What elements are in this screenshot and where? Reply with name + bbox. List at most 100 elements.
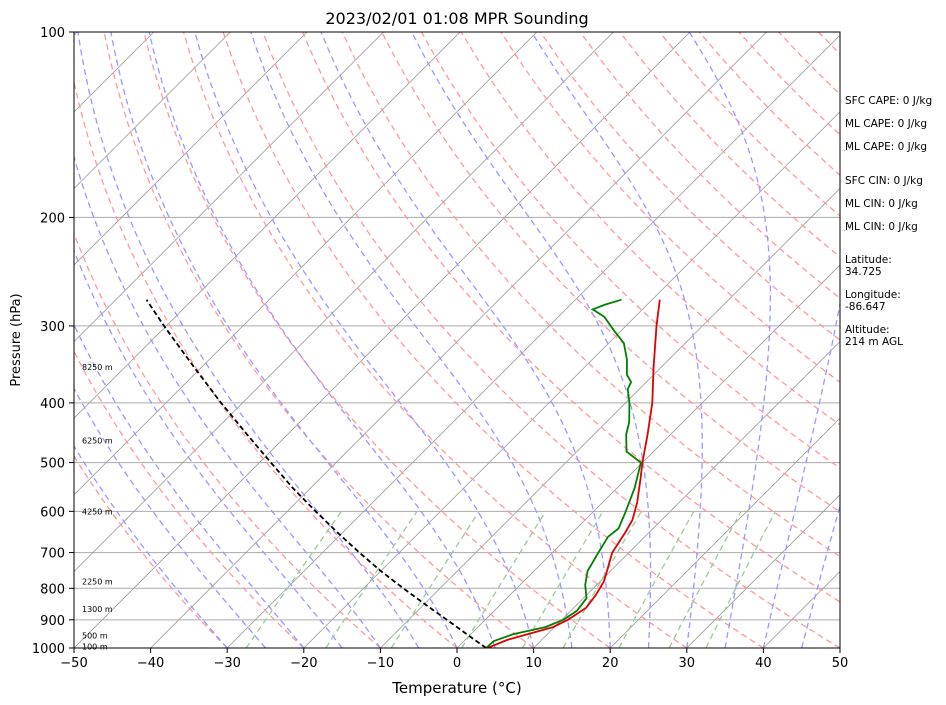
dry-adiabat-line bbox=[222, 32, 764, 648]
y-tick-label: 700 bbox=[40, 547, 65, 562]
x-tick-label: −10 bbox=[367, 656, 394, 671]
y-tick-label: 600 bbox=[40, 505, 65, 520]
height-label: 4250 m bbox=[82, 507, 113, 516]
dewpoint-line bbox=[485, 298, 642, 648]
plot-frame bbox=[73, 31, 841, 649]
moist-adiabat-line bbox=[148, 32, 496, 648]
mixing-ratio-line bbox=[705, 510, 777, 648]
moist-adiabat-line bbox=[250, 32, 573, 648]
isotherm-line bbox=[226, 34, 840, 648]
stat-text: 214 m AGL bbox=[845, 336, 903, 348]
height-label: 500 m bbox=[82, 632, 108, 641]
stat-text: ML CAPE: 0 J/kg bbox=[845, 118, 927, 130]
stat-text: Altitude: bbox=[845, 324, 890, 336]
moist-adiabat-line bbox=[320, 32, 611, 648]
y-axis-label: Pressure (hPa) bbox=[9, 293, 24, 386]
isotherm-line bbox=[74, 32, 614, 572]
series-lines bbox=[145, 298, 661, 648]
mixing-ratio-line bbox=[562, 510, 642, 648]
dry-adiabat-line bbox=[143, 32, 611, 648]
height-label: 1300 m bbox=[82, 605, 113, 614]
height-label: 2250 m bbox=[82, 578, 113, 587]
stat-text: SFC CIN: 0 J/kg bbox=[845, 175, 923, 187]
y-tick-label: 200 bbox=[40, 211, 65, 226]
x-tick-label: 50 bbox=[832, 656, 849, 671]
stat-text: Longitude: bbox=[845, 289, 901, 301]
x-tick-label: 30 bbox=[679, 656, 696, 671]
isotherm-line bbox=[74, 32, 308, 266]
mixing-ratio-line bbox=[390, 510, 480, 648]
isotherm-line bbox=[686, 494, 840, 648]
chart-title: 2023/02/01 01:08 MPR Sounding bbox=[325, 9, 588, 28]
y-tick-label: 1000 bbox=[32, 642, 65, 657]
y-tick-label: 400 bbox=[40, 397, 65, 412]
background-lines bbox=[0, 32, 840, 648]
dry-adiabat-line bbox=[579, 32, 840, 300]
isotherm-line bbox=[533, 341, 840, 648]
moist-adiabat-line bbox=[801, 503, 840, 648]
mixing-ratio-line bbox=[668, 510, 742, 648]
moist-adiabat-line bbox=[194, 32, 535, 648]
parcel-line bbox=[145, 299, 487, 648]
mixing-ratio-line bbox=[521, 510, 604, 648]
stat-text: Latitude: bbox=[845, 254, 892, 266]
isotherm-line bbox=[0, 32, 1, 648]
height-label: 8250 m bbox=[82, 363, 113, 372]
x-tick-label: −50 bbox=[60, 656, 87, 671]
mixing-ratio-line bbox=[618, 510, 695, 648]
stat-text: ML CAPE: 0 J/kg bbox=[845, 141, 927, 153]
moist-adiabat-line bbox=[74, 444, 228, 648]
isotherm-line bbox=[74, 32, 231, 189]
moist-adiabat-line bbox=[74, 154, 381, 648]
stats-panel: SFC CAPE: 0 J/kg ML CAPE: 0 J/kg ML CAPE: … bbox=[845, 95, 932, 348]
isotherm-line bbox=[74, 32, 384, 343]
isotherm-line bbox=[74, 32, 538, 496]
isotherm-line bbox=[303, 111, 840, 648]
mixing-ratio-line bbox=[245, 510, 342, 648]
moist-adiabat-line bbox=[74, 248, 343, 648]
isotherm-line bbox=[74, 32, 461, 419]
moist-adiabat-line bbox=[74, 387, 266, 648]
stat-text: -86.647 bbox=[845, 301, 886, 313]
moist-adiabat-line bbox=[411, 32, 652, 648]
isotherm-line bbox=[150, 32, 767, 648]
dry-adiabat-line bbox=[74, 349, 305, 648]
y-axis: 100 200 300 400 500 600 700 800 900 1000 bbox=[32, 26, 74, 657]
stat-text: 34.725 bbox=[845, 266, 882, 278]
y-tick-label: 300 bbox=[40, 320, 65, 335]
moist-adiabat-line bbox=[77, 32, 420, 648]
y-tick-label: 900 bbox=[40, 614, 65, 629]
x-axis: −50 −40 −30 −20 −10 0 10 20 30 40 50 bbox=[60, 648, 848, 671]
height-label: 6250 m bbox=[82, 436, 113, 445]
mixing-ratio-line bbox=[461, 510, 547, 648]
dry-adiabat-line bbox=[262, 32, 840, 648]
x-tick-label: 40 bbox=[755, 656, 772, 671]
y-tick-label: 500 bbox=[40, 457, 65, 472]
dry-adiabat-line bbox=[182, 32, 688, 648]
moist-adiabat-line bbox=[688, 32, 772, 648]
moist-adiabat-line bbox=[531, 32, 703, 648]
isotherm-line bbox=[609, 417, 840, 648]
y-tick-label: 100 bbox=[40, 26, 65, 41]
x-tick-label: 10 bbox=[525, 656, 542, 671]
height-label: 100 m bbox=[82, 643, 108, 652]
stat-text: ML CIN: 0 J/kg bbox=[845, 198, 918, 210]
x-axis-label: Temperature (°C) bbox=[391, 679, 521, 697]
isotherm-line bbox=[74, 32, 691, 648]
moist-adiabat-line bbox=[110, 32, 458, 648]
dry-adiabat-line bbox=[74, 231, 381, 648]
x-tick-label: −20 bbox=[290, 656, 317, 671]
stat-text: SFC CAPE: 0 J/kg bbox=[845, 95, 932, 107]
stat-text: ML CIN: 0 J/kg bbox=[845, 221, 918, 233]
x-tick-label: 0 bbox=[453, 656, 461, 671]
y-tick-label: 800 bbox=[40, 582, 65, 597]
x-tick-label: 20 bbox=[602, 656, 619, 671]
dry-adiabat-line bbox=[74, 454, 228, 648]
isotherm-line bbox=[456, 264, 840, 648]
x-tick-label: −30 bbox=[213, 656, 240, 671]
mixing-ratio-line bbox=[325, 510, 418, 648]
moist-adiabat-line bbox=[762, 300, 840, 648]
x-tick-label: −40 bbox=[137, 656, 164, 671]
isotherm-line bbox=[380, 187, 840, 648]
